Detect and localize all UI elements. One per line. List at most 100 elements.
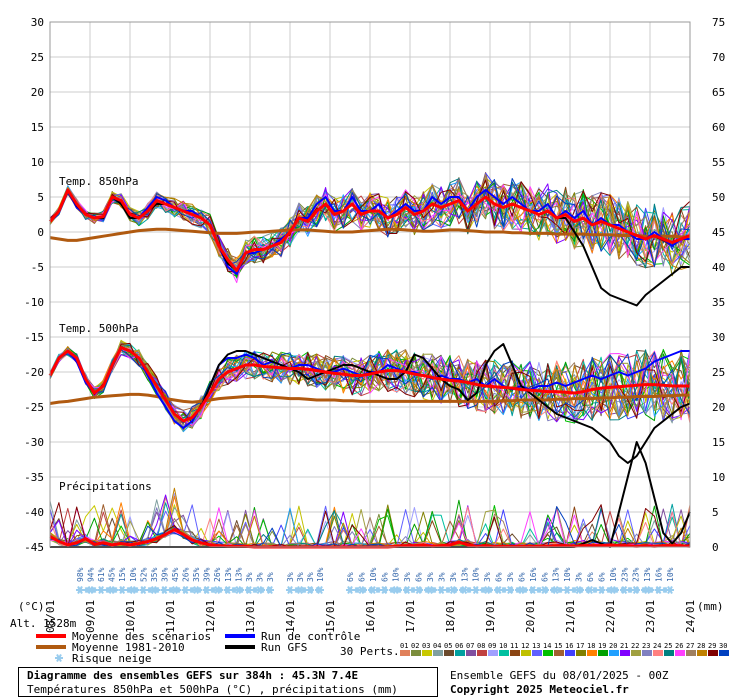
- snowflake-icon: [231, 586, 237, 594]
- snowflake-stroke: [98, 586, 104, 594]
- panel-label-precip: Précipitations: [59, 480, 152, 493]
- member-code: 30: [719, 642, 727, 650]
- legend-label-mean: Moyenne des scénarios: [72, 630, 211, 643]
- snowflake-stroke: [168, 586, 174, 594]
- y-tick-right: 30: [712, 331, 725, 344]
- plot-frame: [49, 21, 691, 548]
- member-swatch: [664, 650, 674, 656]
- snowflake-stroke: [238, 586, 244, 594]
- member-swatch: [620, 650, 630, 656]
- member-code: 03: [422, 642, 430, 650]
- member-swatch: [653, 650, 663, 656]
- snow-risk-label: 13%: [552, 567, 561, 582]
- snow-risk-label: 16%: [529, 567, 538, 582]
- snow-risk-label: 13%: [643, 567, 652, 582]
- snowflake-icon: [154, 586, 160, 594]
- snowflake-icon: [641, 586, 647, 594]
- y-tick-right: 10: [712, 471, 725, 484]
- member-code: 23: [642, 642, 650, 650]
- snowflake-icon: [347, 586, 353, 594]
- footer-title: Diagramme des ensembles GEFS sur 384h : …: [27, 669, 359, 682]
- snow-risk-label: 26%: [182, 567, 191, 582]
- snowflake-stroke: [585, 586, 591, 594]
- member-code: 13: [532, 642, 540, 650]
- y-tick-left: 0: [37, 226, 44, 239]
- footer-run-info-block: Ensemble GEFS du 08/01/2025 - 00Z Copyri…: [450, 669, 669, 697]
- snowflake-stroke: [564, 586, 570, 594]
- snow-risk-label: 3%: [255, 572, 264, 582]
- snowflake-icon: [354, 586, 360, 594]
- y-tick-right: 20: [712, 401, 725, 414]
- snowflake-stroke: [347, 586, 353, 594]
- member-line-t500: [49, 349, 691, 424]
- snow-risk-label: 6%: [415, 572, 424, 582]
- snowflake-icon: [557, 586, 563, 594]
- snow-risk-label: 6%: [586, 572, 595, 582]
- snowflake-icon: [578, 586, 584, 594]
- snowflake-stroke: [438, 586, 444, 594]
- y-tick-left: -40: [24, 506, 44, 519]
- snowflake-icon: [606, 586, 612, 594]
- snowflake-icon: [168, 586, 174, 594]
- snowflake-stroke: [308, 586, 314, 594]
- snowflake-stroke: [501, 586, 507, 594]
- x-tick-label: 10/01: [124, 600, 137, 633]
- snowflake-icon: [599, 586, 605, 594]
- snowflake-icon: [655, 586, 661, 594]
- member-swatch: [521, 650, 531, 656]
- snowflake-stroke: [634, 586, 640, 594]
- snowflake-stroke: [641, 586, 647, 594]
- snowflake-stroke: [613, 586, 619, 594]
- snowflake-icon: [473, 586, 479, 594]
- snowflake-icon: [613, 586, 619, 594]
- snowflake-icon: [175, 586, 181, 594]
- snowflake-icon: [361, 586, 367, 594]
- y-tick-left: 10: [31, 156, 44, 169]
- x-tick-label: 15/01: [324, 600, 337, 633]
- member-swatch: [565, 650, 575, 656]
- member-code: 14: [543, 642, 551, 650]
- snowflake-icon: [266, 586, 272, 594]
- snowflake-stroke: [287, 586, 293, 594]
- member-swatch: [466, 650, 476, 656]
- member-code: 27: [686, 642, 694, 650]
- member-code: 21: [620, 642, 628, 650]
- snowflake-icon: [634, 586, 640, 594]
- footer-subtitle: Températures 850hPa et 500hPa (°C) , pré…: [27, 683, 398, 696]
- snowflake-stroke: [557, 586, 563, 594]
- x-tick-label: 19/01: [484, 600, 497, 633]
- snowflake-stroke: [245, 586, 251, 594]
- snowflake-stroke: [662, 586, 668, 594]
- y-tick-left: 20: [31, 86, 44, 99]
- snowflake-icon: [410, 586, 416, 594]
- snow-risk-label: 3%: [426, 572, 435, 582]
- x-tick-label: 12/01: [204, 600, 217, 633]
- snow-risk-label: 6%: [597, 572, 606, 582]
- member-swatch: [455, 650, 465, 656]
- snowflake-stroke: [182, 586, 188, 594]
- y-tick-left: -5: [31, 261, 44, 274]
- snowflake-stroke: [403, 586, 409, 594]
- x-tick-label: 11/01: [164, 600, 177, 633]
- member-code: 10: [499, 642, 507, 650]
- y-tick-right: 35: [712, 296, 725, 309]
- footer-title-box: Diagramme des ensembles GEFS sur 384h : …: [18, 667, 438, 697]
- y-tick-right: 15: [712, 436, 725, 449]
- snowflake-icon: [301, 586, 307, 594]
- snowflake-stroke: [536, 586, 542, 594]
- panel-label-t850: Temp. 850hPa: [59, 175, 138, 188]
- snowflake-stroke: [571, 586, 577, 594]
- snowflake-stroke: [196, 586, 202, 594]
- member-swatch: [631, 650, 641, 656]
- snowflake-icon: [648, 586, 654, 594]
- snowflake-icon: [238, 586, 244, 594]
- snow-risk-label: 3%: [506, 572, 515, 582]
- snowflake-stroke: [361, 586, 367, 594]
- snowflake-icon: [501, 586, 507, 594]
- legend-label-climo: Moyenne 1981-2010: [72, 641, 185, 654]
- snowflake-stroke: [606, 586, 612, 594]
- footer-copyright: Copyright 2025 Meteociel.fr: [450, 683, 629, 696]
- snowflake-icon: [536, 586, 542, 594]
- snow-risk-label: 10%: [369, 567, 378, 582]
- snow-risk-label: 10%: [129, 567, 138, 582]
